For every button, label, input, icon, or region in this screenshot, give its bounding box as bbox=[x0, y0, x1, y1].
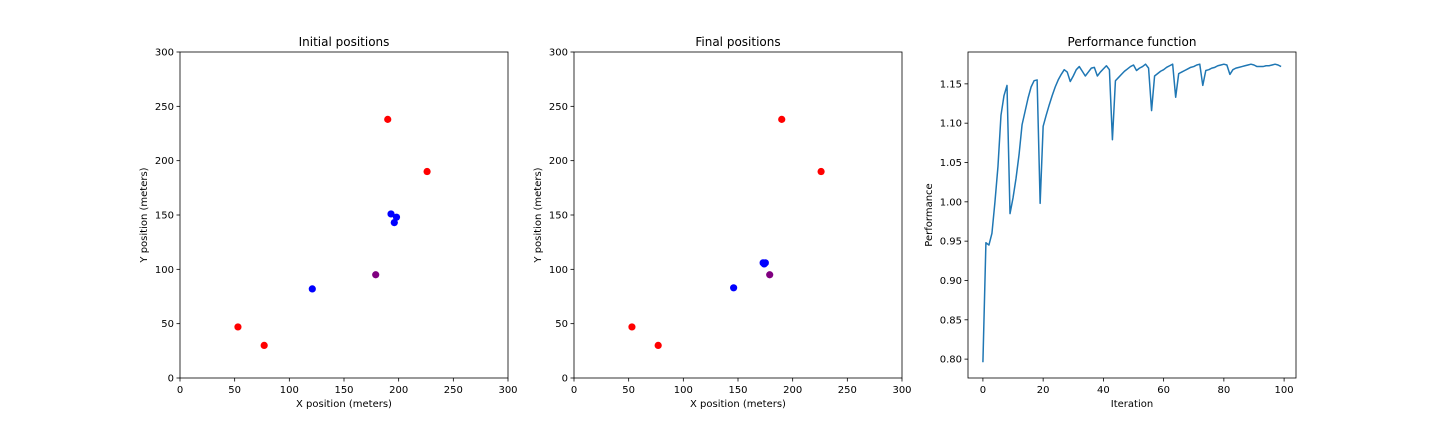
plot-frame bbox=[967, 51, 1297, 379]
x-tick-label: 0 bbox=[177, 385, 183, 396]
y-tick-label: 300 bbox=[549, 48, 568, 59]
y-tick-label: 100 bbox=[549, 265, 568, 276]
x-tick-label: 100 bbox=[674, 385, 693, 396]
point bbox=[817, 167, 825, 176]
chart-title: Initial positions bbox=[299, 35, 390, 49]
y-tick-label: 1.15 bbox=[940, 79, 962, 90]
chart-panel-1: 0 50 100 150 200 250 300 0 50 100 150 200 250 300 Init… bbox=[139, 35, 518, 410]
x-tick-label: 0 bbox=[980, 385, 986, 396]
y-tick-label: 150 bbox=[549, 211, 568, 222]
y-tick-label: 0 bbox=[168, 374, 174, 385]
x-tick-label: 300 bbox=[892, 385, 911, 396]
point bbox=[761, 259, 769, 267]
y-tick-label: 250 bbox=[155, 102, 174, 113]
x-tick-label: 60 bbox=[1157, 385, 1170, 396]
x-tick-label: 50 bbox=[228, 385, 241, 396]
plot-frame bbox=[179, 51, 509, 379]
point bbox=[387, 210, 395, 218]
x-tick-label: 150 bbox=[728, 385, 747, 396]
x-axis-label: X position (meters) bbox=[296, 399, 392, 410]
y-tick-label: 250 bbox=[549, 102, 568, 113]
y-axis-label: Performance bbox=[924, 183, 935, 246]
y-tick-label: 1.10 bbox=[940, 119, 962, 130]
point bbox=[390, 219, 398, 227]
point bbox=[384, 115, 392, 123]
y-axis-label: Y position (meters) bbox=[139, 167, 150, 263]
plot-frame bbox=[573, 51, 903, 379]
point bbox=[260, 341, 268, 349]
y-tick-label: 150 bbox=[155, 211, 174, 222]
chart-title: Performance function bbox=[1068, 35, 1197, 49]
chart-panel-2: 0 50 100 150 200 250 300 0 50 100 150 200 250 300 Fina… bbox=[533, 35, 912, 410]
y-tick-label: 0.90 bbox=[940, 276, 962, 287]
point bbox=[392, 213, 401, 221]
x-tick-label: 0 bbox=[571, 385, 577, 396]
y-tick-label: 100 bbox=[155, 265, 174, 276]
x-tick-label: 50 bbox=[622, 385, 635, 396]
x-axis-label: Iteration bbox=[1111, 399, 1153, 410]
y-tick-label: 1.05 bbox=[940, 158, 962, 169]
x-tick-label: 200 bbox=[389, 385, 408, 396]
y-tick-label: 0.95 bbox=[940, 237, 962, 248]
x-tick-label: 100 bbox=[1275, 385, 1294, 396]
x-tick-label: 300 bbox=[498, 385, 517, 396]
y-tick-label: 0.80 bbox=[940, 355, 962, 366]
x-tick-label: 250 bbox=[444, 385, 463, 396]
y-tick-label: 0 bbox=[562, 374, 568, 385]
x-tick-label: 20 bbox=[1037, 385, 1050, 396]
point bbox=[372, 271, 380, 279]
y-axis-label: Y position (meters) bbox=[533, 167, 544, 263]
x-tick-label: 100 bbox=[280, 385, 299, 396]
point bbox=[628, 323, 636, 331]
point bbox=[766, 271, 774, 279]
point bbox=[423, 167, 431, 176]
x-tick-label: 80 bbox=[1217, 385, 1230, 396]
series-line bbox=[982, 63, 1282, 363]
y-tick-label: 300 bbox=[155, 48, 174, 59]
y-tick-label: 50 bbox=[555, 319, 568, 330]
point bbox=[234, 323, 242, 331]
point bbox=[308, 285, 316, 293]
point bbox=[778, 115, 786, 123]
point bbox=[654, 341, 662, 349]
y-tick-label: 200 bbox=[549, 156, 568, 167]
y-tick-label: 50 bbox=[161, 319, 174, 330]
chart-title: Final positions bbox=[695, 35, 780, 49]
y-tick-label: 200 bbox=[155, 156, 174, 167]
x-tick-label: 200 bbox=[783, 385, 802, 396]
point bbox=[730, 284, 738, 292]
x-tick-label: 40 bbox=[1097, 385, 1110, 396]
y-tick-label: 1.00 bbox=[940, 197, 962, 208]
x-tick-label: 150 bbox=[334, 385, 353, 396]
chart-panel-3: 0 20 40 60 80 100 0.80 0.85 0.90 0.95 1.00 1.05 1.10… bbox=[924, 35, 1297, 410]
y-tick-label: 0.85 bbox=[940, 315, 962, 326]
x-tick-label: 250 bbox=[838, 385, 857, 396]
x-axis-label: X position (meters) bbox=[690, 399, 786, 410]
